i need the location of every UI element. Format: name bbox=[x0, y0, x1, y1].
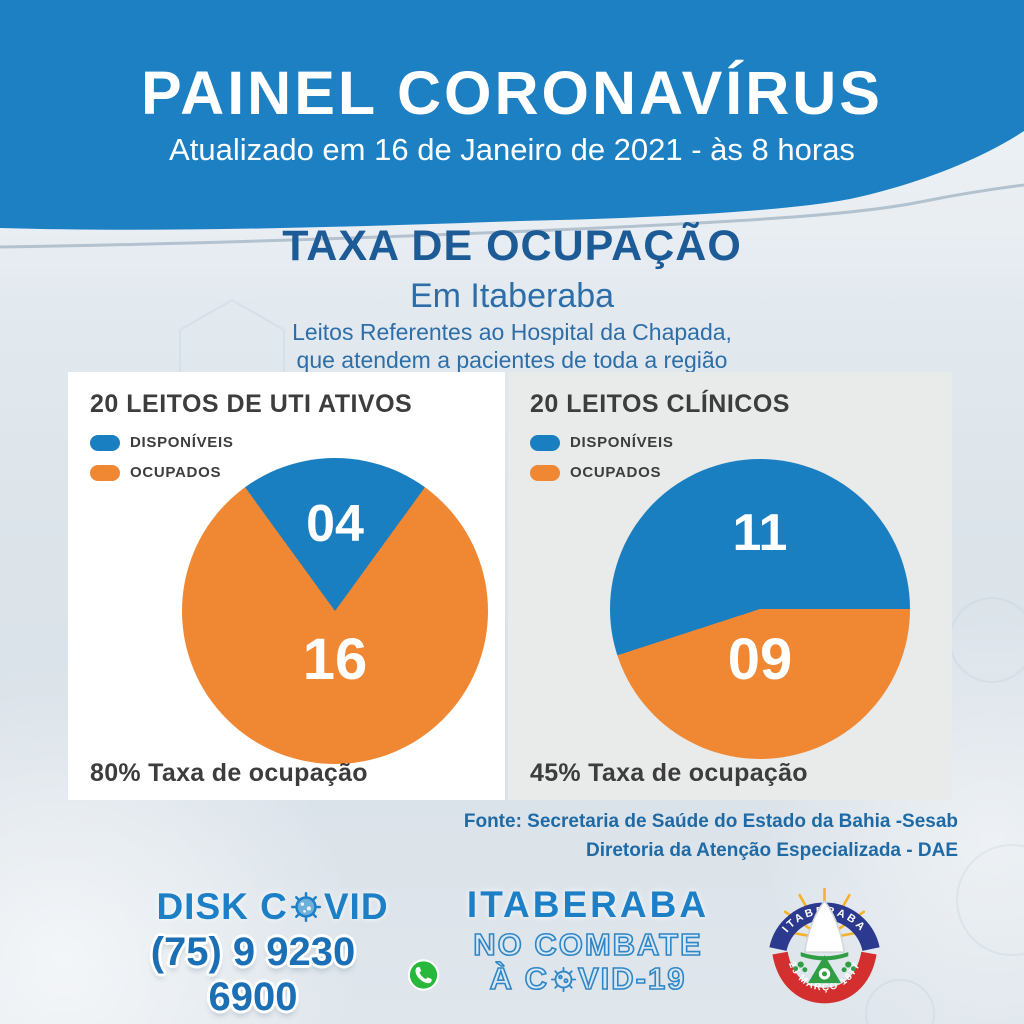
legend-item-available: DISPONÍVEIS bbox=[90, 434, 234, 451]
campaign-slogan-line: NO COMBATE bbox=[472, 926, 703, 963]
coronavirus-icon bbox=[550, 966, 577, 992]
campaign-covid-line: À C VID-19 bbox=[438, 960, 738, 997]
header-updated-date: Atualizado em 16 de Janeiro de 2021 - às… bbox=[169, 132, 855, 167]
uti-beds-card: 20 LEITOS DE UTI ATIVOS DISPONÍVEIS OCUP… bbox=[68, 372, 505, 800]
section-title: TAXA DE OCUPAÇÃO bbox=[282, 222, 742, 270]
available-color-chip bbox=[90, 434, 120, 451]
uti-available-count: 04 bbox=[306, 494, 364, 553]
uti-pie-chart: 04 16 bbox=[182, 458, 488, 764]
available-color-chip bbox=[530, 434, 560, 451]
uti-card-title: 20 LEITOS DE UTI ATIVOS bbox=[90, 390, 413, 418]
source-line1: Fonte: Secretaria de Saúde do Estado da … bbox=[463, 811, 958, 832]
disk-covid-suffix: VID bbox=[323, 886, 389, 927]
clinical-available-count: 11 bbox=[732, 503, 788, 562]
available-legend-label: DISPONÍVEIS bbox=[570, 434, 674, 451]
campaign-block: ITABERABA NO COMBATE À C VID-19 bbox=[438, 884, 738, 997]
legend-item-available: DISPONÍVEIS bbox=[530, 434, 674, 451]
occupied-legend-label: OCUPADOS bbox=[130, 464, 222, 481]
section-description-line1: Leitos Referentes ao Hospital da Chapada… bbox=[292, 319, 732, 345]
disk-covid-title: DISK C VID bbox=[105, 886, 440, 928]
legend-item-occupied: OCUPADOS bbox=[90, 464, 234, 481]
section-description-line2: que atendem a pacientes de toda a região bbox=[296, 347, 728, 373]
campaign-covid-prefix: À C bbox=[489, 960, 549, 997]
city-seal-graphic: ITABERABA 26 MARÇO 1877 bbox=[769, 887, 880, 1004]
header-banner: PAINEL CORONAVÍRUS Atualizado em 16 de J… bbox=[0, 0, 1024, 250]
source-attribution: Fonte: Secretaria de Saúde do Estado da … bbox=[464, 808, 958, 865]
clinical-occupied-count: 09 bbox=[727, 627, 793, 692]
coronavirus-icon bbox=[290, 891, 321, 923]
uti-occupancy-rate: 80% Taxa de ocupação bbox=[90, 759, 368, 787]
occupied-color-chip bbox=[530, 464, 560, 481]
section-subtitle: Em Itaberaba bbox=[409, 277, 615, 315]
campaign-covid-suffix: VID-19 bbox=[577, 960, 687, 997]
uti-legend: DISPONÍVEIS OCUPADOS bbox=[90, 434, 234, 481]
disk-covid-block: DISK C VID (75) 9 9230 6900 bbox=[105, 886, 440, 1024]
whatsapp-icon[interactable] bbox=[407, 958, 440, 992]
source-line2: Diretoria da Atenção Especializada - DAE bbox=[585, 839, 958, 861]
clinical-beds-card: 20 LEITOS CLÍNICOS DISPONÍVEIS OCUPADOS … bbox=[508, 372, 952, 800]
legend-item-occupied: OCUPADOS bbox=[530, 464, 674, 481]
phone-number-text: (75) 9 9230 6900 bbox=[150, 930, 356, 1019]
page-title: PAINEL CORONAVÍRUS bbox=[140, 59, 883, 127]
uti-occupied-count: 16 bbox=[302, 626, 368, 692]
available-legend-label: DISPONÍVEIS bbox=[130, 434, 234, 451]
clinical-card-title: 20 LEITOS CLÍNICOS bbox=[530, 390, 790, 418]
city-seal: ITABERABA 26 MARÇO 1877 bbox=[752, 858, 897, 1008]
clinical-legend: DISPONÍVEIS OCUPADOS bbox=[530, 434, 674, 481]
header-wave-shape bbox=[0, 0, 1024, 249]
disk-covid-prefix: DISK C bbox=[156, 886, 288, 927]
occupied-color-chip bbox=[90, 464, 120, 481]
campaign-city-name: ITABERABA bbox=[466, 884, 710, 925]
phone-number: (75) 9 9230 6900 bbox=[105, 930, 440, 1020]
clinical-pie-chart: 11 09 bbox=[610, 459, 910, 759]
occupied-legend-label: OCUPADOS bbox=[570, 464, 662, 481]
clinical-occupancy-rate: 45% Taxa de ocupação bbox=[530, 759, 808, 787]
